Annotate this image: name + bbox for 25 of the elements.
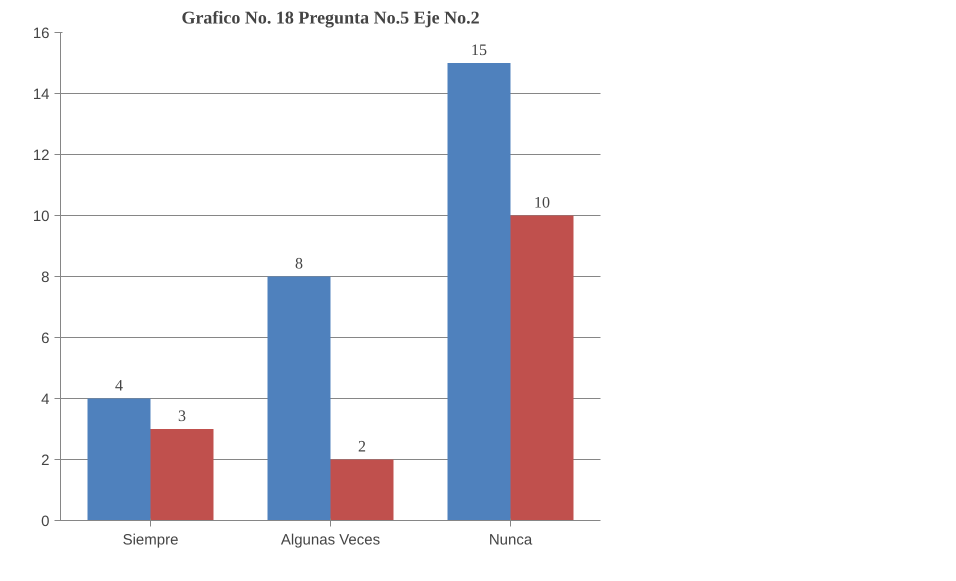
bar (150, 429, 214, 520)
x-tick-label: Nunca (488, 532, 533, 548)
data-label: 3 (178, 408, 186, 425)
y-tick-label: 12 (32, 147, 50, 164)
y-tick-label: 2 (41, 452, 50, 469)
y-tick-label: 6 (41, 330, 50, 347)
y-tick-label: 0 (41, 513, 50, 530)
chart-title: Grafico No. 18 Pregunta No.5 Eje No.2 (181, 8, 480, 28)
data-label: 4 (115, 378, 123, 394)
x-tick-label: Siempre (122, 532, 178, 548)
data-label: 8 (295, 256, 303, 272)
bar (448, 63, 510, 520)
x-tick-label: Algunas Veces (280, 532, 380, 548)
y-tick-label: 16 (32, 25, 50, 42)
data-label: 15 (471, 42, 487, 59)
data-label: 2 (358, 438, 366, 456)
y-tick-label: 10 (32, 208, 50, 225)
bar (510, 216, 574, 520)
bar (330, 460, 394, 520)
y-tick-label: 8 (41, 269, 50, 286)
bar (268, 276, 330, 520)
bar (88, 398, 150, 520)
data-label: 10 (534, 194, 550, 212)
y-tick-label: 14 (32, 86, 50, 103)
y-tick-label: 4 (41, 391, 50, 408)
